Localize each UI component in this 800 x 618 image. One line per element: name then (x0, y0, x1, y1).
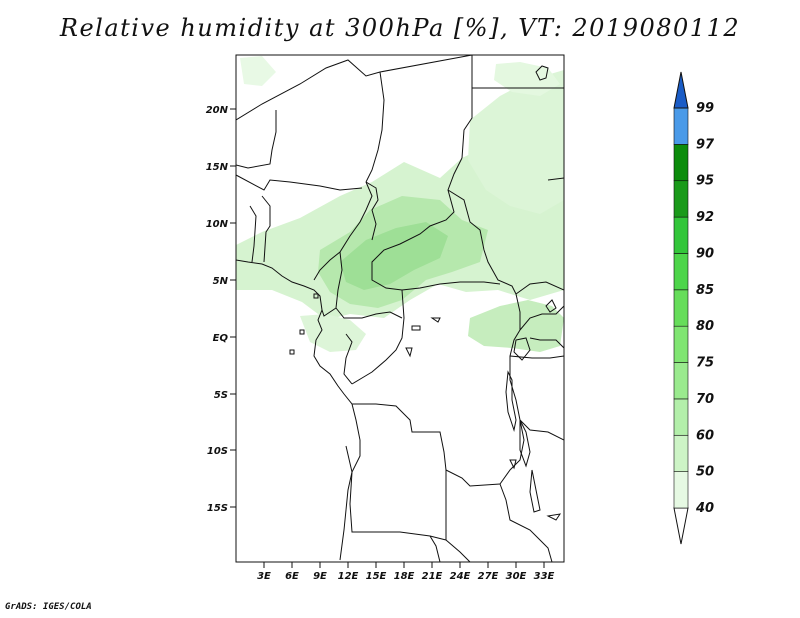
colorbar-label: 90 (696, 246, 714, 261)
colorbar-segment (673, 180, 689, 218)
colorbar-label: 80 (696, 319, 714, 334)
lon-label-27e: 27E (478, 571, 499, 582)
colorbar-label: 60 (696, 428, 714, 443)
country-borders (236, 55, 564, 562)
colorbar-label: 92 (696, 210, 714, 225)
colorbar-low-triangle (673, 507, 689, 545)
humidity-area-gabon (300, 314, 366, 352)
lat-axis: 20N 15N 10N 5N EQ 5S 10S 15S (206, 105, 236, 514)
colorbar-segment (673, 107, 689, 145)
colorbar-segment (673, 362, 689, 400)
humidity-shading (236, 56, 564, 352)
lat-label-5s: 5S (214, 390, 228, 401)
lat-label-eq: EQ (213, 333, 229, 344)
colorbar-label: 99 (696, 101, 714, 116)
colorbar-label: 95 (696, 174, 714, 189)
lon-label-6e: 6E (285, 571, 299, 582)
lat-label-15n: 15N (206, 162, 229, 173)
lon-label-24e: 24E (450, 571, 471, 582)
colorbar-label: 97 (696, 137, 715, 152)
footer-credit: GrADS: IGES/COLA (5, 602, 92, 612)
lon-label-18e: 18E (394, 571, 415, 582)
lat-label-10n: 10N (206, 219, 229, 230)
lon-label-21e: 21E (422, 571, 443, 582)
lon-label-3e: 3E (257, 571, 271, 582)
humidity-area-east (468, 70, 564, 214)
map-title: Relative humidity at 300hPa [%], VT: 201… (59, 14, 741, 42)
colorbar-segment (673, 289, 689, 327)
lat-label-20n: 20N (206, 105, 229, 116)
lon-label-30e: 30E (506, 571, 527, 582)
colorbar-high-triangle (673, 71, 689, 109)
lon-label-12e: 12E (338, 571, 359, 582)
colorbar-label: 40 (695, 501, 714, 516)
lon-label-9e: 9E (313, 571, 327, 582)
colorbar-label: 85 (696, 283, 714, 298)
colorbar-segment (673, 144, 689, 182)
lon-label-33e: 33E (534, 571, 555, 582)
lat-label-10s: 10S (207, 446, 228, 457)
colorbar-label: 75 (696, 356, 714, 371)
humidity-area-core-dark (340, 222, 448, 290)
colorbar-segment (673, 216, 689, 254)
map-frame (235, 54, 565, 563)
humidity-area-north-west (240, 56, 276, 86)
lat-label-15s: 15S (207, 503, 228, 514)
colorbar-segment (673, 398, 689, 436)
colorbar-segment (673, 325, 689, 363)
humidity-area-great-lakes (468, 300, 564, 352)
lon-axis: 3E 6E 9E 12E 15E 18E 21E 24E 27E 30E 33E (257, 562, 555, 582)
colorbar-segment (673, 471, 689, 509)
colorbar-segment (673, 434, 689, 472)
colorbar-segment (673, 253, 689, 291)
lat-label-5n: 5N (213, 276, 229, 287)
colorbar: 40 50 60 70 75 80 85 90 92 95 97 99 (673, 71, 715, 545)
colorbar-label: 70 (696, 392, 714, 407)
colorbar-label: 50 (696, 465, 714, 480)
lon-label-15e: 15E (366, 571, 387, 582)
